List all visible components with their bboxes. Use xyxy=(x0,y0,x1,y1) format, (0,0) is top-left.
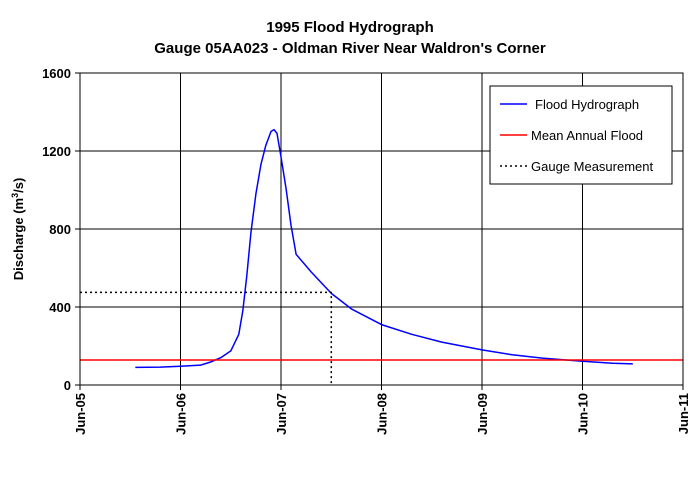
y-tick-label: 1600 xyxy=(42,66,71,81)
x-tick-label: Jun-09 xyxy=(475,393,490,435)
chart-title: 1995 Flood Hydrograph xyxy=(266,19,434,36)
series-line-flood-hydrograph xyxy=(135,128,633,369)
grid-lines xyxy=(80,73,683,385)
y-tick-label: 400 xyxy=(49,300,71,315)
series-group xyxy=(80,128,683,385)
y-tick-label: 800 xyxy=(49,222,71,237)
x-tick-label: Jun-08 xyxy=(375,393,390,435)
y-axis-label-main: Discharge (m xyxy=(11,198,26,280)
y-tick-labels: 0 400 800 1200 1600 xyxy=(42,66,80,393)
x-tick-labels: Jun-05 Jun-06 Jun-07 Jun-08 Jun-09 Jun-10 Jun-… xyxy=(73,385,691,435)
series-line-gauge-measurement xyxy=(80,291,333,385)
y-axis-label-tail: /s) xyxy=(11,178,26,193)
y-axis-label: Discharge (m3/s) xyxy=(10,178,26,281)
legend-label-gauge-measurement: Gauge Measurement xyxy=(531,159,654,174)
chart-subtitle: Gauge 05AA023 - Oldman River Near Waldro… xyxy=(154,40,546,57)
y-tick-label: 1200 xyxy=(42,144,71,159)
x-tick-label: Jun-10 xyxy=(576,393,591,435)
legend: Flood Hydrograph Mean Annual Flood Gauge… xyxy=(489,85,673,185)
x-tick-label: Jun-11 xyxy=(676,393,691,434)
legend-label-mean-annual-flood: Mean Annual Flood xyxy=(531,128,643,143)
x-tick-label: Jun-06 xyxy=(174,393,189,435)
x-tick-label: Jun-07 xyxy=(274,393,289,435)
x-tick-label: Jun-05 xyxy=(73,393,88,435)
y-tick-label: 0 xyxy=(64,378,71,393)
y-axis-label-superscript: 3 xyxy=(10,193,20,198)
legend-label-flood-hydrograph: Flood Hydrograph xyxy=(535,97,639,112)
